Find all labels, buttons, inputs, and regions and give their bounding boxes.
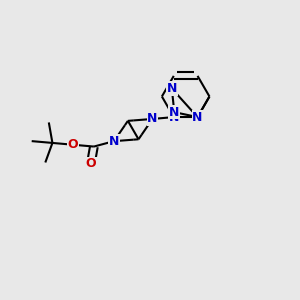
Text: N: N <box>167 82 177 95</box>
Text: N: N <box>169 111 179 124</box>
Text: N: N <box>147 112 158 125</box>
Text: N: N <box>169 106 179 118</box>
Text: O: O <box>85 158 96 170</box>
Text: N: N <box>192 111 203 124</box>
Text: O: O <box>68 138 79 151</box>
Text: N: N <box>109 135 119 148</box>
